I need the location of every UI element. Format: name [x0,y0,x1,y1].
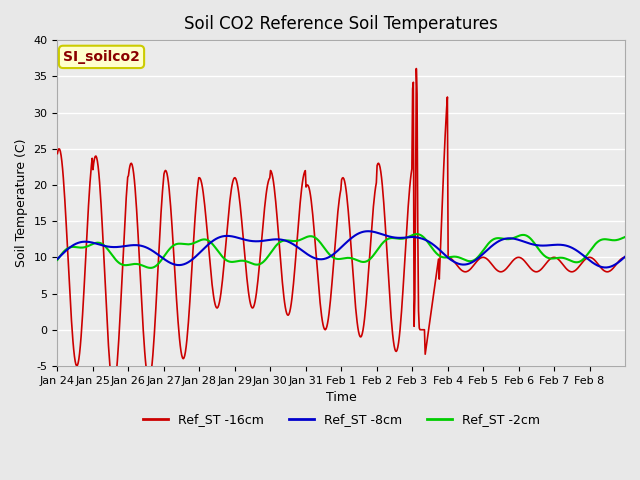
Title: Soil CO2 Reference Soil Temperatures: Soil CO2 Reference Soil Temperatures [184,15,498,33]
X-axis label: Time: Time [326,391,356,404]
Legend: Ref_ST -16cm, Ref_ST -8cm, Ref_ST -2cm: Ref_ST -16cm, Ref_ST -8cm, Ref_ST -2cm [138,408,545,432]
Y-axis label: Soil Temperature (C): Soil Temperature (C) [15,139,28,267]
Text: SI_soilco2: SI_soilco2 [63,50,140,64]
